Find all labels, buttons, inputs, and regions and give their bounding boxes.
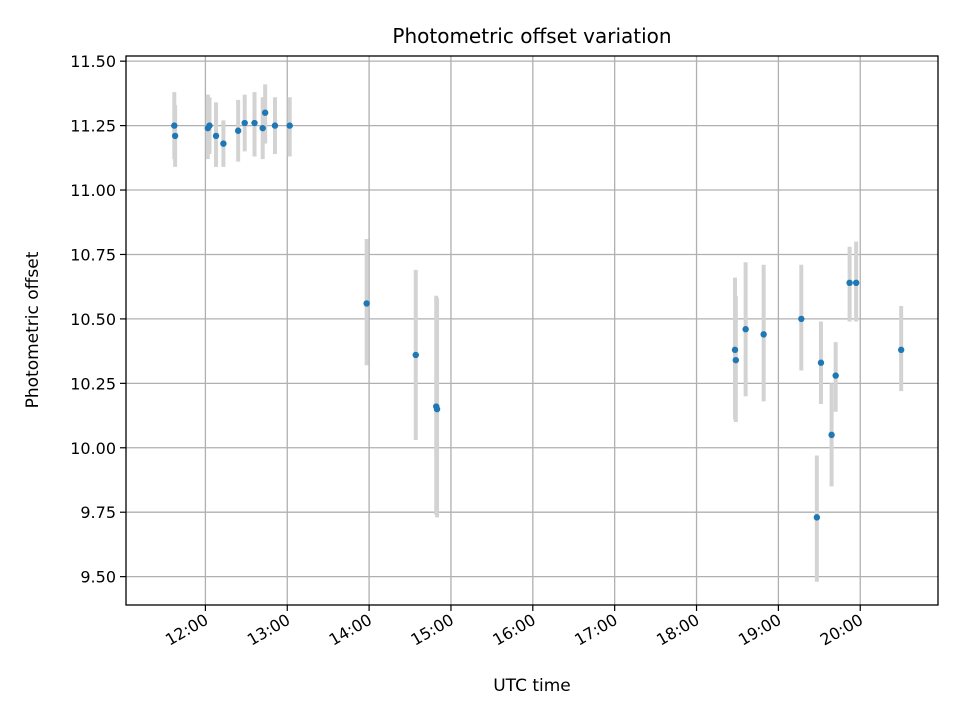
- data-point: [206, 122, 213, 129]
- data-point: [813, 514, 821, 521]
- chart-title: Photometric offset variation: [392, 24, 671, 48]
- data-point: [234, 127, 242, 134]
- data-point: [286, 122, 293, 129]
- data-point: [852, 279, 860, 287]
- data-point: [846, 279, 853, 287]
- y-tick-label: 11.50: [70, 52, 116, 71]
- y-tick-label: 9.50: [80, 568, 116, 587]
- data-point: [731, 346, 739, 354]
- data-point: [261, 109, 269, 116]
- data-points: [171, 109, 905, 521]
- plot-frame: [125, 55, 939, 606]
- y-tick-label: 11.25: [70, 117, 116, 136]
- data-point: [817, 359, 825, 366]
- data-point: [212, 132, 220, 140]
- x-axis-title: UTC time: [493, 676, 571, 696]
- y-axis-title: Photometric offset: [23, 251, 43, 408]
- data-point: [363, 300, 370, 307]
- y-tick-label: 10.50: [70, 310, 116, 329]
- y-tick-label: 10.75: [70, 245, 116, 264]
- data-point: [897, 346, 905, 354]
- data-point: [220, 140, 227, 147]
- y-tick-label: 10.00: [70, 439, 116, 458]
- data-point: [760, 331, 767, 338]
- data-point: [828, 431, 835, 439]
- data-point: [259, 124, 266, 132]
- data-point: [241, 119, 248, 127]
- data-point: [251, 119, 258, 127]
- data-point: [171, 132, 179, 140]
- y-tick-label: 11.00: [70, 181, 116, 200]
- data-point: [732, 356, 740, 364]
- data-point: [412, 351, 419, 359]
- data-point: [798, 315, 805, 323]
- data-point: [171, 122, 178, 129]
- data-point: [433, 405, 441, 413]
- data-point: [271, 122, 279, 129]
- data-point: [832, 372, 839, 379]
- y-tick-label: 10.25: [70, 374, 116, 393]
- y-axis: 9.50 9.75 10.00 10.25 10.50 10.75 11.00 11.25 11…: [70, 52, 126, 587]
- y-tick-label: 9.75: [80, 503, 116, 522]
- data-point: [742, 326, 749, 333]
